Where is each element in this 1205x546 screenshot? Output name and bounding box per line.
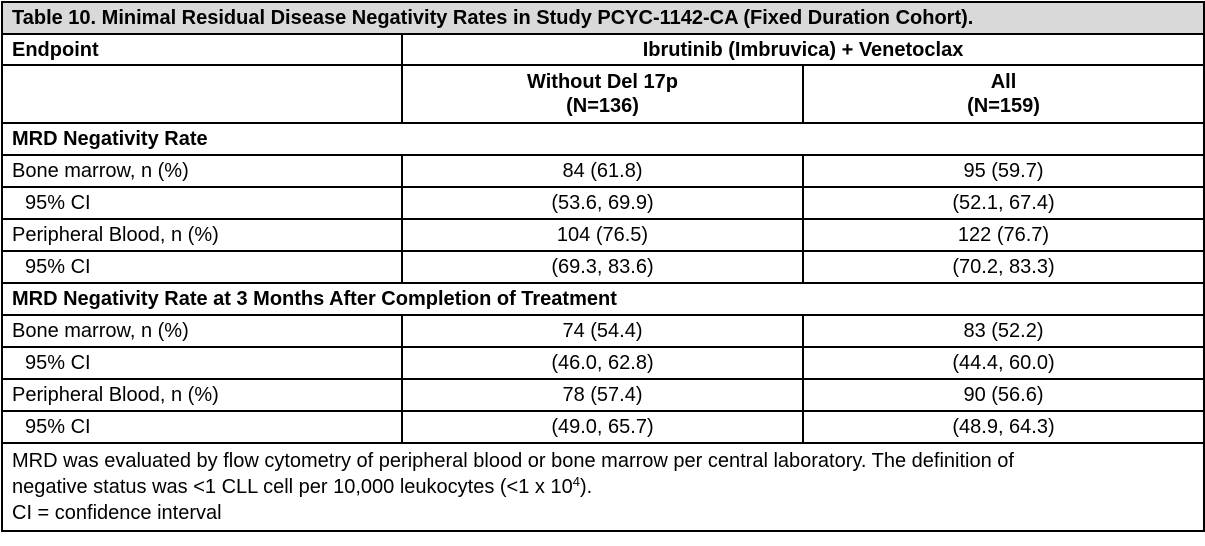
cell-all: 90 (56.6) <box>801 378 1205 412</box>
row-label: Peripheral Blood, n (%) <box>1 218 403 252</box>
mrd-table: Table 10. Minimal Residual Disease Negat… <box>0 1 1205 532</box>
cell-all: 83 (52.2) <box>801 314 1205 348</box>
row-label: 95% CI <box>1 186 403 220</box>
row-label: Bone marrow, n (%) <box>1 314 403 348</box>
column-name: All <box>990 71 1017 93</box>
row-label: 95% CI <box>1 410 403 444</box>
cell-without-del17p: (53.6, 69.9) <box>401 186 804 220</box>
cell-without-del17p: 74 (54.4) <box>401 314 804 348</box>
section-heading-row: MRD Negativity Rate at 3 Months After Co… <box>0 282 1205 316</box>
table-row: 95% CI (46.0, 62.8) (44.4, 60.0) <box>1 346 1205 380</box>
footnote-line: MRD was evaluated by flow cytometry of p… <box>12 450 1014 472</box>
cell-all: (52.1, 67.4) <box>801 186 1205 220</box>
table-row: 95% CI (53.6, 69.9) (52.1, 67.4) <box>1 186 1205 220</box>
footnote: MRD was evaluated by flow cytometry of p… <box>0 442 1205 532</box>
subheader-row: Without Del 17p (N=136) All (N=159) <box>1 64 1205 124</box>
cell-without-del17p: (69.3, 83.6) <box>401 250 804 284</box>
treatment-header: Ibrutinib (Imbruvica) + Venetoclax <box>400 33 1205 66</box>
cell-all: (70.2, 83.3) <box>801 250 1205 284</box>
table-row: Peripheral Blood, n (%) 104 (76.5) 122 (… <box>1 218 1205 252</box>
column-header-all: All (N=159) <box>801 64 1205 124</box>
section-heading-row: MRD Negativity Rate <box>0 122 1205 156</box>
cell-all: 95 (59.7) <box>801 154 1205 188</box>
cell-all: 122 (76.7) <box>801 218 1205 252</box>
cell-without-del17p: 104 (76.5) <box>401 218 804 252</box>
footnote-row: MRD was evaluated by flow cytometry of p… <box>0 442 1205 532</box>
table-title-row: Table 10. Minimal Residual Disease Negat… <box>0 1 1205 35</box>
row-label: 95% CI <box>1 346 403 380</box>
table-row: 95% CI (69.3, 83.6) (70.2, 83.3) <box>1 250 1205 284</box>
footnote-line: negative status was <1 CLL cell per 10,0… <box>12 474 1194 500</box>
table-title: Table 10. Minimal Residual Disease Negat… <box>0 1 1205 35</box>
header-row: Endpoint Ibrutinib (Imbruvica) + Venetoc… <box>1 33 1205 66</box>
footnote-text: ). <box>579 476 593 498</box>
column-name: Without Del 17p <box>527 71 678 93</box>
column-header-without-del17p: Without Del 17p (N=136) <box>401 64 804 124</box>
column-n: (N=136) <box>566 95 639 117</box>
cell-all: (44.4, 60.0) <box>801 346 1205 380</box>
row-label: Peripheral Blood, n (%) <box>1 378 403 412</box>
footnote-text: negative status was <1 CLL cell per 10,0… <box>12 476 573 498</box>
cell-without-del17p: (49.0, 65.7) <box>401 410 804 444</box>
cell-without-del17p: 78 (57.4) <box>401 378 804 412</box>
section-heading: MRD Negativity Rate <box>0 122 1205 156</box>
endpoint-header: Endpoint <box>1 33 403 66</box>
table-row: Bone marrow, n (%) 84 (61.8) 95 (59.7) <box>1 154 1205 188</box>
cell-without-del17p: (46.0, 62.8) <box>401 346 804 380</box>
table-row: Peripheral Blood, n (%) 78 (57.4) 90 (56… <box>1 378 1205 412</box>
column-n: (N=159) <box>967 95 1040 117</box>
row-label: 95% CI <box>1 250 403 284</box>
table-row: Bone marrow, n (%) 74 (54.4) 83 (52.2) <box>1 314 1205 348</box>
row-label: Bone marrow, n (%) <box>1 154 403 188</box>
empty-header-cell <box>1 64 403 124</box>
table-row: 95% CI (49.0, 65.7) (48.9, 64.3) <box>1 410 1205 444</box>
footnote-line: CI = confidence interval <box>12 502 222 524</box>
cell-without-del17p: 84 (61.8) <box>401 154 804 188</box>
cell-all: (48.9, 64.3) <box>801 410 1205 444</box>
footnote-superscript: 4 <box>572 474 580 489</box>
section-heading: MRD Negativity Rate at 3 Months After Co… <box>0 282 1205 316</box>
